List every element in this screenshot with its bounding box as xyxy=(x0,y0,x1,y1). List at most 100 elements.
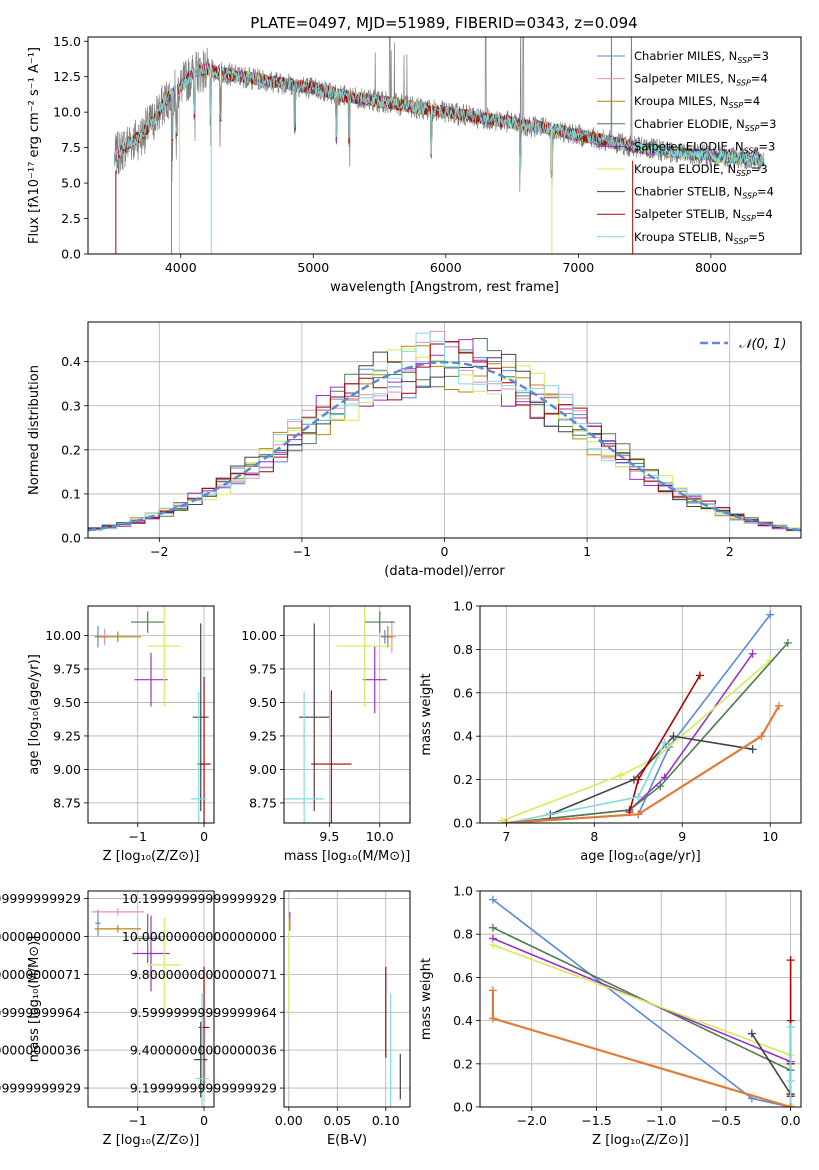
x-axis-label: wavelength [Angstrom, rest frame] xyxy=(330,280,559,295)
legend-entry-nssp: =4 xyxy=(756,207,773,221)
legend-entry-nssp: =5 xyxy=(748,230,765,244)
x-tick-label: 9 xyxy=(678,829,686,844)
legend-entry: Salpeter MILES, NSSP=4 xyxy=(634,72,768,88)
y-tick-label: 9.00 xyxy=(249,762,277,777)
y-tick-label: 10.19999999999999929 xyxy=(122,891,277,906)
weight-marker xyxy=(488,895,497,904)
weight-line xyxy=(506,653,754,823)
errorbar-point xyxy=(134,652,168,707)
y-tick-label: 9.59999999999999964 xyxy=(0,1005,81,1020)
errorbar-point xyxy=(284,691,325,823)
legend-entry: Chabrier STELIB, NSSP=4 xyxy=(634,185,774,201)
panel-weight_vs_age: 7 8 9 10 0.0 0.2 0.4 0.6 0.8 1.0 age [log₁₀(age/yr… xyxy=(419,599,802,864)
weight-line xyxy=(492,926,792,1107)
model-line-8 xyxy=(118,63,764,175)
x-tick-label: −1.5 xyxy=(581,1113,611,1128)
plot-frame xyxy=(87,605,215,824)
weight-line xyxy=(506,614,771,823)
y-tick-label: 0.3 xyxy=(61,398,81,413)
y-tick-label: 9.80000000000000071 xyxy=(0,967,81,982)
plot-frame xyxy=(87,321,802,539)
x-tick-label: −1 xyxy=(129,1113,147,1128)
legend-entry-nssp: =3 xyxy=(760,117,777,131)
x-tick-label: −1 xyxy=(129,829,147,844)
weight-marker xyxy=(497,816,506,823)
y-tick-label: 8.75 xyxy=(249,795,277,810)
y-tick-label: 9.50 xyxy=(249,695,277,710)
y-tick-label: 9.25 xyxy=(53,728,81,743)
y-tick-label: 9.75 xyxy=(53,661,81,676)
panel-spectrum: 4000 5000 6000 7000 8000 0.0 2.5 5.0 7.5 10.0 12.5… xyxy=(27,34,802,295)
y-tick-label: 12.5 xyxy=(53,69,81,84)
errorbar-point xyxy=(197,676,211,823)
normal-curve xyxy=(88,360,801,532)
legend-entry-sub: SSP xyxy=(742,192,757,201)
legend-entry: Kroupa MILES, NSSP=4 xyxy=(634,94,760,110)
errorbar-point xyxy=(198,966,210,1089)
errorbar-point xyxy=(91,908,145,916)
x-tick-label: 0.05 xyxy=(323,1113,351,1128)
y-tick-label: 9.19999999999999929 xyxy=(0,1081,81,1096)
errorbar-point xyxy=(132,915,170,992)
y-tick-label: 0.2 xyxy=(61,442,81,457)
plot-area xyxy=(114,37,765,254)
weight-marker xyxy=(616,771,625,780)
y-tick-label: 10.00000000000000000 xyxy=(0,929,81,944)
legend-entry-nssp: =3 xyxy=(751,162,768,176)
legend-entry-nssp: =4 xyxy=(751,72,768,86)
legend-entry-name: Salpeter STELIB, N xyxy=(634,207,741,221)
y-axis-label: Normed distribution xyxy=(27,365,42,495)
weight-marker xyxy=(488,986,497,995)
errorbar-point xyxy=(147,606,181,707)
weight-marker xyxy=(488,941,497,949)
y-tick-label: 9.59999999999999964 xyxy=(130,1005,277,1020)
weight-marker xyxy=(695,671,704,680)
weight-marker xyxy=(660,738,669,747)
x-tick-label: 8 xyxy=(590,829,598,844)
y-tick-label: 9.19999999999999929 xyxy=(130,1081,277,1096)
y-axis-label: age [log₁₀(age/yr)] xyxy=(27,654,42,775)
x-tick-label: −1.0 xyxy=(646,1113,676,1128)
errorbar-point xyxy=(194,1021,208,1098)
x-axis-label: Z [log₁₀(Z/Z⊙)] xyxy=(103,849,200,864)
plot-frame xyxy=(283,605,411,824)
errorbar-point xyxy=(95,909,101,937)
x-tick-label: 0 xyxy=(200,1113,208,1128)
errorbar-point xyxy=(195,993,209,1107)
x-tick-label: 10 xyxy=(762,829,778,844)
x-tick-label: −2.0 xyxy=(517,1113,547,1128)
legend-entry-sub: SSP xyxy=(745,124,760,133)
plot-frame xyxy=(479,605,802,824)
panel-age_vs_mass: 9.5 10.0 8.75 9.00 9.25 9.50 9.75 10.00 mass [lo… xyxy=(241,605,411,864)
y-tick-label: 9.40000000000000036 xyxy=(0,1043,81,1058)
weight-marker xyxy=(748,649,757,658)
y-tick-label: 0.4 xyxy=(453,729,473,744)
legend-entry: Kroupa STELIB, NSSP=5 xyxy=(634,230,765,246)
errorbar-point xyxy=(94,925,142,933)
legend-entry-name: Salpeter MILES, N xyxy=(634,72,736,86)
errorbar-point xyxy=(94,631,142,643)
panel-mass_vs_ebv: 0.00 0.05 0.10 9.19999999999999929 9.4000000… xyxy=(122,890,411,1148)
panel-mass_vs_Z: −1 0 9.19999999999999929 9.4000000000000003… xyxy=(0,890,215,1148)
weight-line xyxy=(492,898,791,1107)
legend-entry-name: Kroupa ELODIE, N xyxy=(634,162,736,176)
y-tick-label: 0.6 xyxy=(453,685,473,700)
weight-marker xyxy=(656,782,665,791)
errorbar-point xyxy=(131,611,165,633)
weight-marker xyxy=(488,923,497,932)
legend-entry: Salpeter ELODIE, NSSP=3 xyxy=(634,139,775,155)
legend-entry-nssp: =3 xyxy=(752,49,769,63)
plot-area xyxy=(91,908,210,1107)
y-axis-label: Flux [fλ10⁻¹⁷ erg cm⁻² s⁻¹ A⁻¹] xyxy=(27,47,42,244)
weight-marker xyxy=(786,1077,795,1086)
y-tick-label: 0.8 xyxy=(453,642,473,657)
x-tick-label: −0.5 xyxy=(711,1113,741,1128)
x-tick-label: −1 xyxy=(293,544,311,559)
x-tick-label: 2 xyxy=(726,544,734,559)
x-tick-label: 7000 xyxy=(562,260,594,275)
weight-line xyxy=(506,642,789,823)
y-tick-label: 0.1 xyxy=(61,486,81,501)
y-tick-label: 1.0 xyxy=(453,599,473,614)
y-tick-label: 10.00 xyxy=(241,628,277,643)
